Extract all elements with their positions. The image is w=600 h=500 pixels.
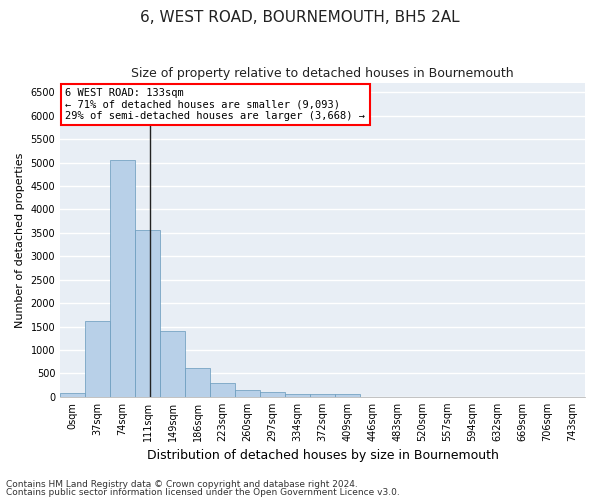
Y-axis label: Number of detached properties: Number of detached properties [15,152,25,328]
Bar [185,368,210,397]
Bar [85,321,110,397]
Text: Contains public sector information licensed under the Open Government Licence v3: Contains public sector information licen… [6,488,400,497]
Bar [60,394,85,397]
X-axis label: Distribution of detached houses by size in Bournemouth: Distribution of detached houses by size … [146,450,499,462]
Bar [310,394,335,397]
Bar [160,331,185,397]
Bar [210,383,235,397]
Bar [235,390,260,397]
Text: Contains HM Land Registry data © Crown copyright and database right 2024.: Contains HM Land Registry data © Crown c… [6,480,358,489]
Bar [285,394,310,397]
Bar [335,394,360,397]
Text: 6 WEST ROAD: 133sqm
← 71% of detached houses are smaller (9,093)
29% of semi-det: 6 WEST ROAD: 133sqm ← 71% of detached ho… [65,88,365,121]
Bar [260,392,285,397]
Text: 6, WEST ROAD, BOURNEMOUTH, BH5 2AL: 6, WEST ROAD, BOURNEMOUTH, BH5 2AL [140,10,460,25]
Title: Size of property relative to detached houses in Bournemouth: Size of property relative to detached ho… [131,68,514,80]
Bar [110,160,135,397]
Bar [135,230,160,397]
